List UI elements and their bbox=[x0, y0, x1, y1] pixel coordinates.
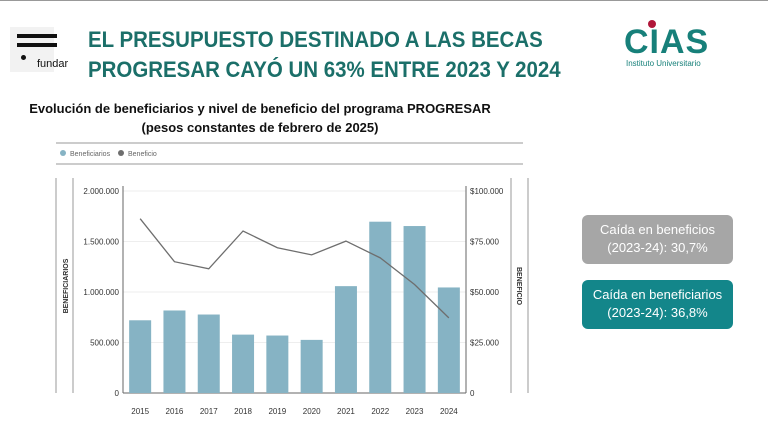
y2-tick-label: $75.000 bbox=[470, 238, 499, 247]
y-axis-label: BENEFICIARIOS bbox=[63, 258, 70, 313]
title-line-1: EL PRESUPUESTO DESTINADO A LAS BECAS bbox=[88, 27, 543, 52]
bar-2020 bbox=[300, 339, 323, 393]
callout-beneficiaries-drop: Caída en beneficiarios (2023-24): 36,8% bbox=[582, 280, 733, 329]
chart-title-line: Evolución de beneficiarios y nivel de be… bbox=[29, 101, 491, 116]
legend-label-beneficiarios: Beneficiarios bbox=[70, 151, 111, 158]
callout-line: Caída en beneficiarios bbox=[592, 287, 723, 302]
fundar-logo-text: fundar bbox=[37, 58, 69, 70]
bar-2022 bbox=[369, 221, 392, 393]
y-tick-label: 500.000 bbox=[90, 339, 119, 348]
x-tick-label: 2024 bbox=[440, 407, 458, 416]
x-tick-label: 2015 bbox=[131, 407, 149, 416]
title-line-2: PROGRESAR CAYÓ UN 63% ENTRE 2023 Y 2024 bbox=[88, 57, 561, 82]
y-tick-label: 1.000.000 bbox=[83, 288, 119, 297]
callout-benefit-drop: Caída en beneficios (2023-24): 30,7% bbox=[582, 215, 733, 264]
callout-line: Caída en beneficios bbox=[600, 222, 715, 237]
x-tick-label: 2021 bbox=[337, 407, 355, 416]
y-tick-label: 2.000.000 bbox=[83, 187, 119, 196]
y2-tick-label: $50.000 bbox=[470, 288, 499, 297]
cias-logo: CIAS bbox=[624, 23, 710, 61]
x-tick-label: 2018 bbox=[234, 407, 252, 416]
callout-line: (2023-24): 30,7% bbox=[607, 240, 708, 255]
y2-tick-label: $100.000 bbox=[470, 187, 504, 196]
bar-2019 bbox=[266, 335, 289, 393]
cias-logo-dot bbox=[648, 20, 656, 28]
x-tick-label: 2023 bbox=[406, 407, 424, 416]
chart-title: Evolución de beneficiarios y nivel de be… bbox=[0, 99, 520, 137]
page-title: EL PRESUPUESTO DESTINADO A LAS BECAS PROG… bbox=[88, 25, 561, 85]
bar-2024 bbox=[437, 287, 460, 393]
y2-tick-label: $25.000 bbox=[470, 339, 499, 348]
line-beneficio bbox=[139, 218, 450, 319]
fundar-logo: fundar bbox=[10, 27, 68, 72]
x-tick-label: 2020 bbox=[303, 407, 321, 416]
x-tick-label: 2017 bbox=[200, 407, 218, 416]
x-tick-label: 2022 bbox=[371, 407, 389, 416]
cias-logo-subtitle: Instituto Universitario bbox=[626, 59, 701, 68]
bar-2015 bbox=[129, 320, 152, 393]
legend-label-beneficio: Beneficio bbox=[128, 151, 157, 158]
y-tick-label: 1.500.000 bbox=[83, 238, 119, 247]
callout-line: (2023-24): 36,8% bbox=[607, 305, 708, 320]
legend-swatch-beneficio bbox=[118, 150, 124, 156]
chart-subtitle: (pesos constantes de febrero de 2025) bbox=[141, 120, 379, 135]
bar-2021 bbox=[334, 286, 357, 393]
legend-swatch-beneficiarios bbox=[60, 150, 66, 156]
y2-axis-label: BENEFICIO bbox=[515, 267, 522, 306]
bar-2018 bbox=[232, 334, 255, 393]
x-tick-label: 2016 bbox=[166, 407, 184, 416]
x-tick-label: 2019 bbox=[268, 407, 286, 416]
y-tick-label: 0 bbox=[115, 389, 120, 398]
bar-2017 bbox=[197, 314, 220, 393]
y2-tick-label: 0 bbox=[470, 389, 475, 398]
bar-2016 bbox=[163, 310, 186, 393]
bar-2023 bbox=[403, 226, 426, 393]
